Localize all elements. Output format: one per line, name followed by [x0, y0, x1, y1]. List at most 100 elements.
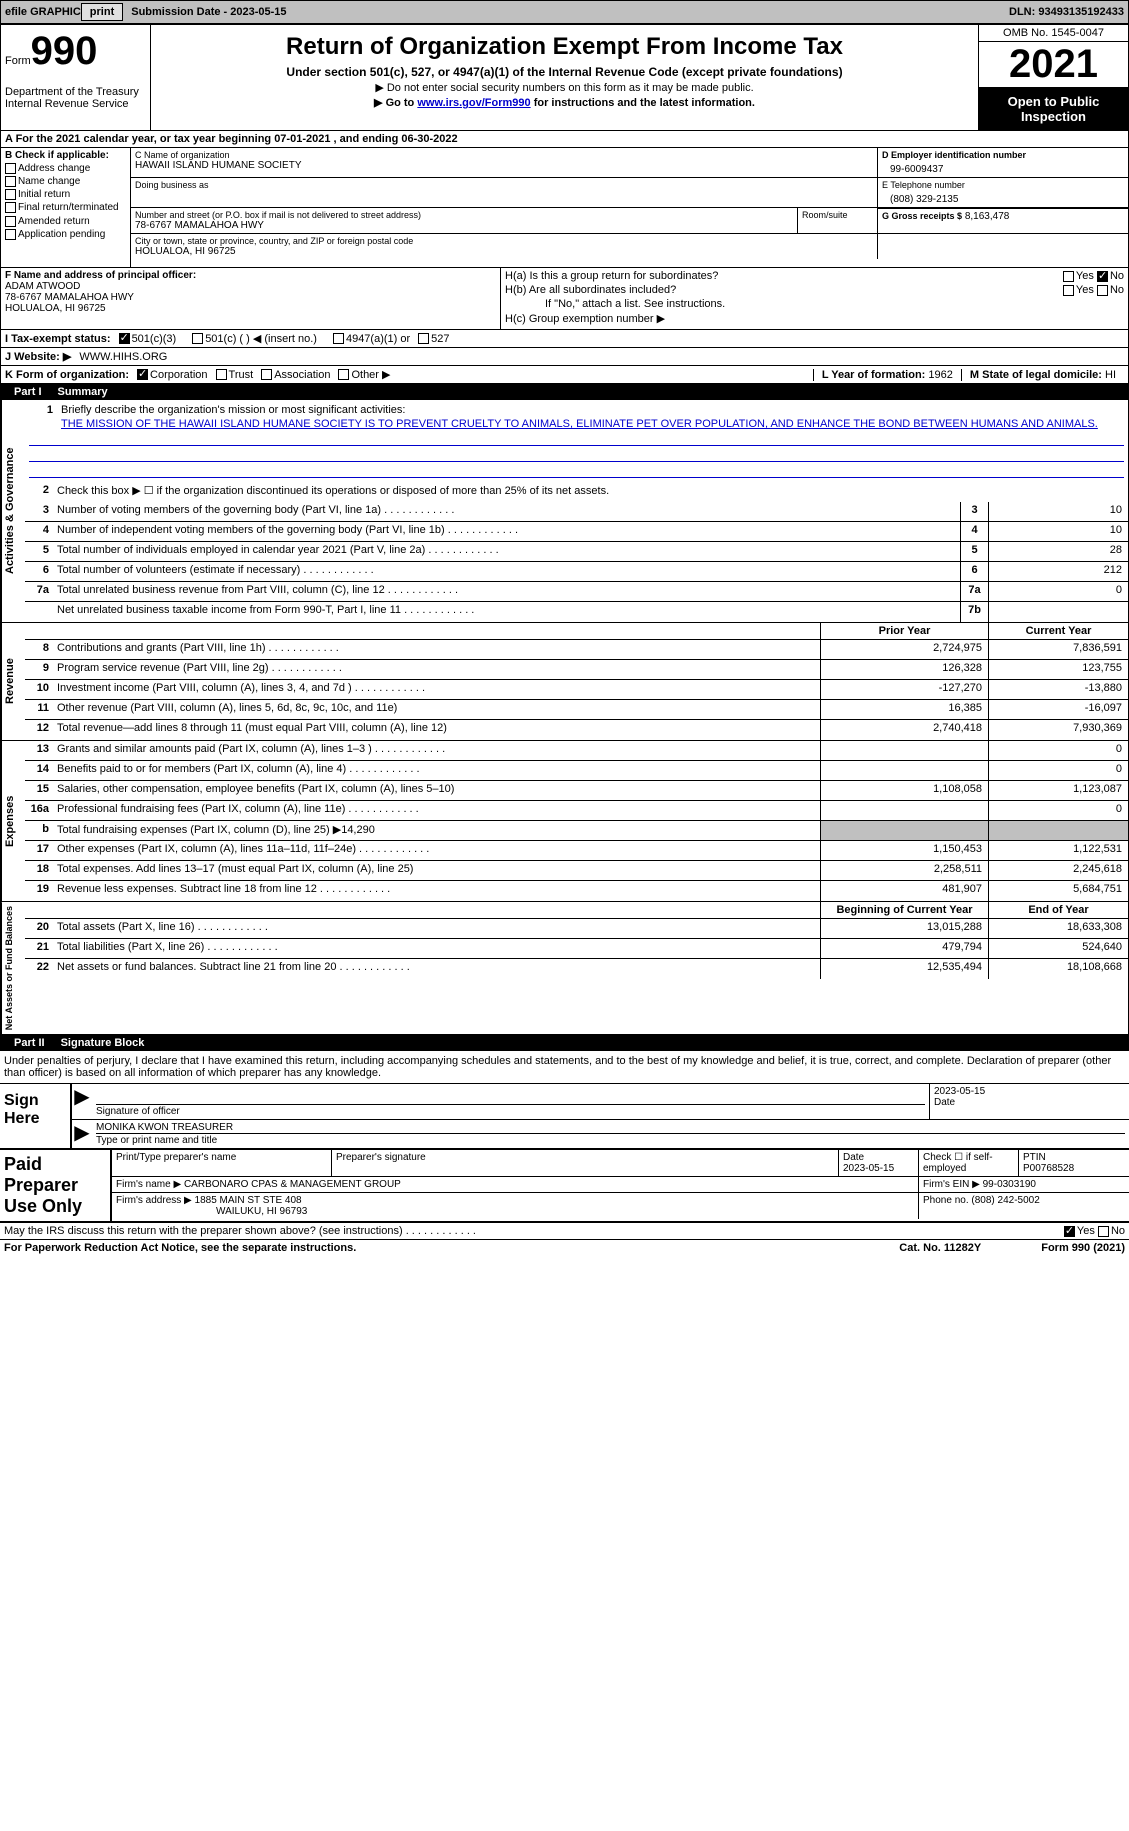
chk-501c3[interactable]: [119, 333, 130, 344]
room-cell: Room/suite: [798, 208, 878, 233]
part2-header: Part II Signature Block: [0, 1035, 1129, 1051]
phone-value: (808) 329-2135: [882, 190, 1124, 205]
dln: DLN: 93493135192433: [1009, 6, 1124, 18]
mission-block: 1Briefly describe the organization's mis…: [25, 400, 1128, 482]
ein-value: 99-6009437: [882, 160, 1124, 175]
chk-hb-no[interactable]: [1097, 285, 1108, 296]
open-public: Open to Public Inspection: [979, 88, 1128, 130]
header-left: Form990 Department of the Treasury Inter…: [1, 25, 151, 130]
firm-addr1: 1885 MAIN ST STE 408: [195, 1195, 302, 1206]
chk-hb-yes[interactable]: [1063, 285, 1074, 296]
chk-amended[interactable]: [5, 216, 16, 227]
chk-name-change[interactable]: [5, 176, 16, 187]
line-a: A For the 2021 calendar year, or tax yea…: [0, 131, 1129, 148]
vtab-na: Net Assets or Fund Balances: [1, 902, 25, 1034]
subtitle-2: ▶ Do not enter social security numbers o…: [155, 81, 974, 94]
dba-cell: Doing business as: [131, 178, 878, 207]
arrow-icon: ▶: [72, 1120, 92, 1148]
box-cd: C Name of organization HAWAII ISLAND HUM…: [131, 148, 1128, 267]
chk-assoc[interactable]: [261, 369, 272, 380]
vtab-ag: Activities & Governance: [1, 400, 25, 622]
v3: 10: [988, 502, 1128, 521]
row-i: I Tax-exempt status: 501(c)(3) 501(c) ( …: [0, 330, 1129, 348]
ein-cell: D Employer identification number 99-6009…: [878, 148, 1128, 177]
v7a: 0: [988, 582, 1128, 601]
chk-other[interactable]: [338, 369, 349, 380]
submission-date: Submission Date - 2023-05-15: [131, 6, 286, 18]
sig-intro: Under penalties of perjury, I declare th…: [0, 1051, 1129, 1084]
chk-address-change[interactable]: [5, 163, 16, 174]
addr-cell: Number and street (or P.O. box if mail i…: [131, 208, 798, 233]
domicile: HI: [1105, 369, 1116, 381]
tax-year: 2021: [979, 42, 1128, 88]
page-footer: For Paperwork Reduction Act Notice, see …: [0, 1240, 1129, 1256]
firm-ein: 99-0303190: [983, 1179, 1036, 1190]
firm-name: CARBONARO CPAS & MANAGEMENT GROUP: [184, 1179, 401, 1190]
chk-ha-no[interactable]: [1097, 271, 1108, 282]
city-value: HOLUALOA, HI 96725: [135, 246, 873, 257]
prep-phone: (808) 242-5002: [971, 1195, 1039, 1206]
part1-header: Part I Summary: [0, 384, 1129, 400]
city-cell: City or town, state or province, country…: [131, 234, 878, 259]
chk-discuss-yes[interactable]: [1064, 1226, 1075, 1237]
form-title: Return of Organization Exempt From Incom…: [155, 33, 974, 61]
summary-na: Net Assets or Fund Balances Beginning of…: [0, 902, 1129, 1035]
officer-addr1: 78-6767 MAMALAHOA HWY: [5, 292, 496, 303]
paid-preparer: Paid Preparer Use Only Print/Type prepar…: [0, 1150, 1129, 1223]
topbar: efile GRAPHIC print Submission Date - 20…: [0, 0, 1129, 24]
row-k: K Form of organization: Corporation Trus…: [0, 366, 1129, 384]
box-b: B Check if applicable: Address change Na…: [1, 148, 131, 267]
firm-addr2: WAILUKU, HI 96793: [116, 1206, 307, 1217]
sign-here: Sign Here ▶ Signature of officer 2023-05…: [0, 1084, 1129, 1150]
chk-corp[interactable]: [137, 369, 148, 380]
mission-text[interactable]: THE MISSION OF THE HAWAII ISLAND HUMANE …: [29, 418, 1124, 430]
omb-number: OMB No. 1545-0047: [979, 25, 1128, 42]
v4: 10: [988, 522, 1128, 541]
print-button[interactable]: print: [81, 3, 123, 21]
subtitle-1: Under section 501(c), 527, or 4947(a)(1)…: [155, 65, 974, 79]
header-right: OMB No. 1545-0047 2021 Open to Public In…: [978, 25, 1128, 130]
chk-ha-yes[interactable]: [1063, 271, 1074, 282]
chk-trust[interactable]: [216, 369, 227, 380]
v7b: [988, 602, 1128, 622]
section-fh: F Name and address of principal officer:…: [0, 268, 1129, 330]
form-label: Form: [5, 55, 31, 67]
header-center: Return of Organization Exempt From Incom…: [151, 25, 978, 130]
org-name: HAWAII ISLAND HUMANE SOCIETY: [135, 160, 873, 171]
chk-4947[interactable]: [333, 333, 344, 344]
phone-cell: E Telephone number (808) 329-2135: [878, 178, 1128, 207]
website: WWW.HIHS.ORG: [79, 351, 167, 363]
year-formed: 1962: [928, 369, 952, 381]
subtitle-3: ▶ Go to www.irs.gov/Form990 for instruct…: [155, 96, 974, 109]
row-j: J Website: ▶ WWW.HIHS.ORG: [0, 348, 1129, 366]
officer-typed: MONIKA KWON TREASURER: [96, 1122, 1125, 1133]
officer-name: ADAM ATWOOD: [5, 281, 496, 292]
summary-ag: Activities & Governance 1Briefly describ…: [0, 400, 1129, 623]
chk-501c[interactable]: [192, 333, 203, 344]
chk-discuss-no[interactable]: [1098, 1226, 1109, 1237]
vtab-exp: Expenses: [1, 741, 25, 901]
form-header: Form990 Department of the Treasury Inter…: [0, 24, 1129, 131]
irs-link[interactable]: www.irs.gov/Form990: [417, 97, 530, 109]
chk-pending[interactable]: [5, 229, 16, 240]
org-name-cell: C Name of organization HAWAII ISLAND HUM…: [131, 148, 878, 177]
v6: 212: [988, 562, 1128, 581]
box-h: H(a) Is this a group return for subordin…: [501, 268, 1128, 329]
summary-rev: Revenue Prior YearCurrent Year 8Contribu…: [0, 623, 1129, 741]
box-b-label: B Check if applicable:: [5, 150, 126, 161]
gross-value: 8,163,478: [965, 211, 1010, 222]
section-bcd: B Check if applicable: Address change Na…: [0, 148, 1129, 268]
irs-discuss: May the IRS discuss this return with the…: [0, 1223, 1129, 1240]
chk-527[interactable]: [418, 333, 429, 344]
box-f: F Name and address of principal officer:…: [1, 268, 501, 329]
vtab-rev: Revenue: [1, 623, 25, 740]
street-addr: 78-6767 MAMALAHOA HWY: [135, 220, 793, 231]
efile-label: efile GRAPHIC: [5, 6, 81, 18]
ptin: P00768528: [1023, 1163, 1074, 1174]
chk-final[interactable]: [5, 202, 16, 213]
dept-treasury: Department of the Treasury Internal Reve…: [5, 86, 146, 110]
v5: 28: [988, 542, 1128, 561]
chk-initial[interactable]: [5, 189, 16, 200]
arrow-icon: ▶: [72, 1084, 92, 1119]
summary-exp: Expenses 13Grants and similar amounts pa…: [0, 741, 1129, 902]
